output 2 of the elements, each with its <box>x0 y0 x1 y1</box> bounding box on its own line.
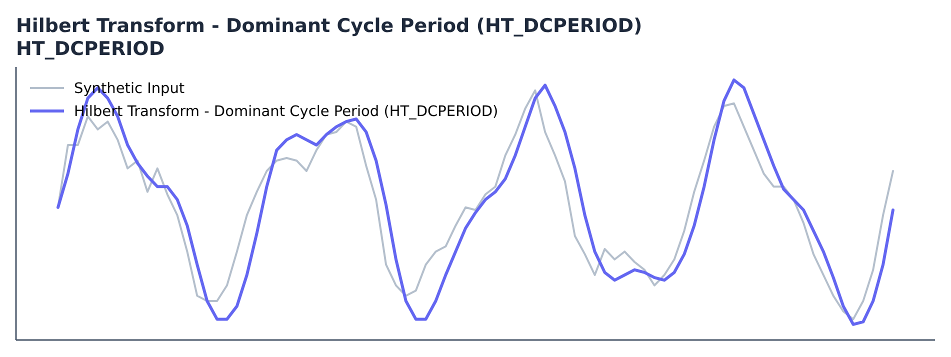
chart-title: Hilbert Transform - Dominant Cycle Period (HT_DCPERIOD) <box>16 15 642 37</box>
chart-subtitle: HT_DCPERIOD <box>16 38 165 60</box>
